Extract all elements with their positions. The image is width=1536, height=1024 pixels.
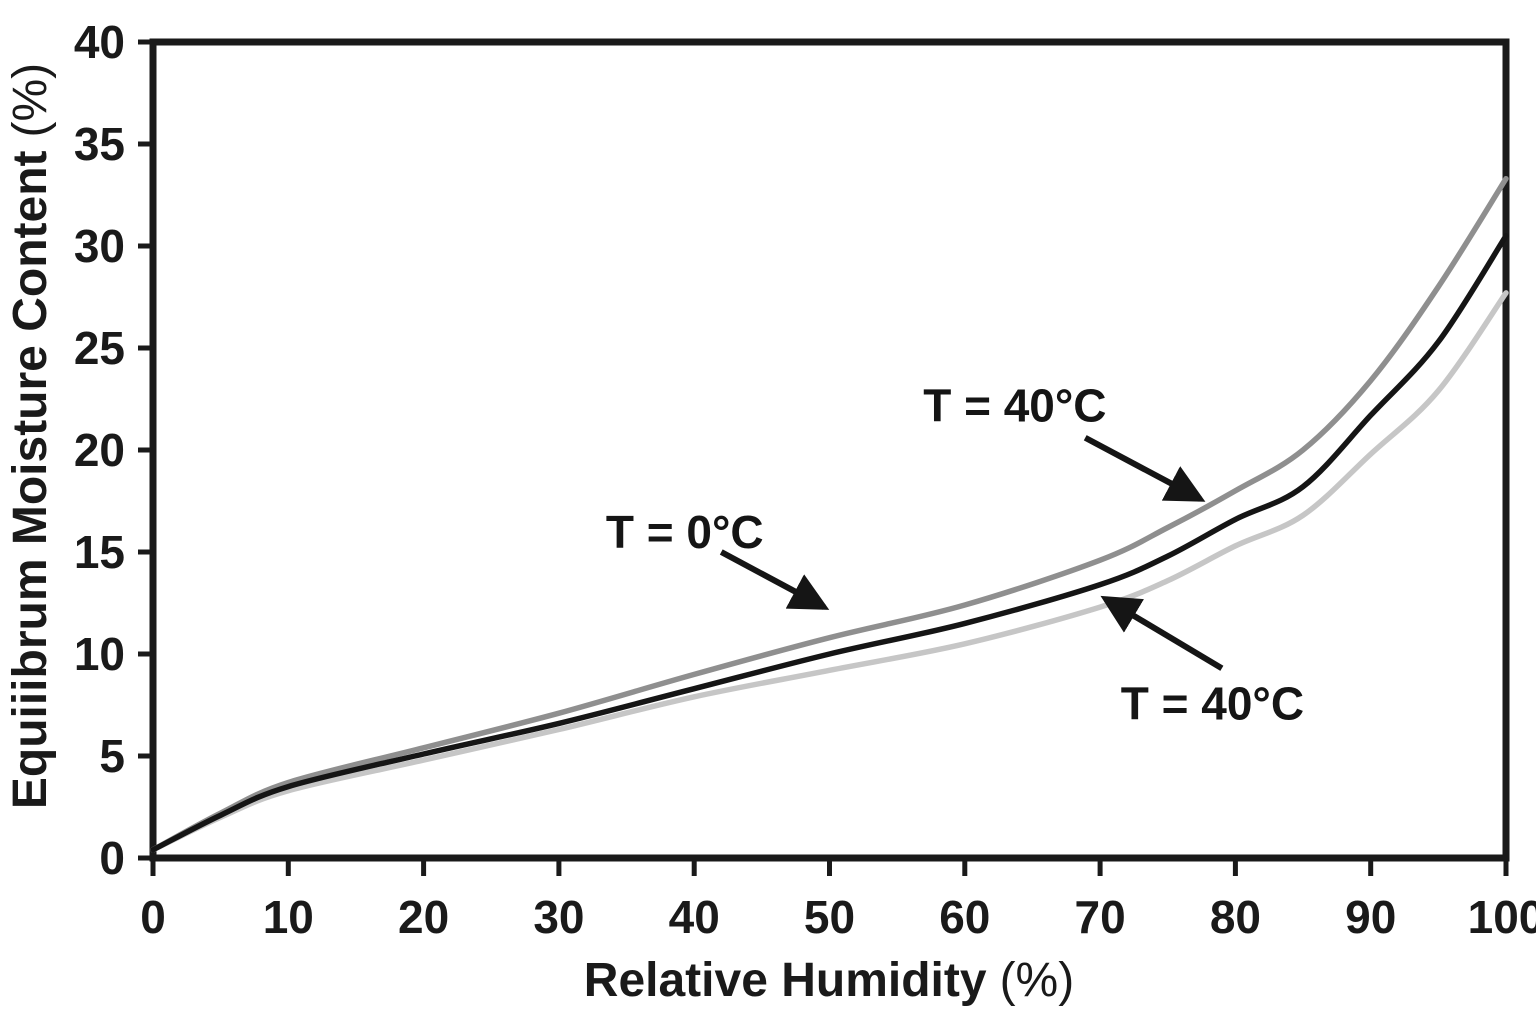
y-tick-label: 40 — [74, 16, 125, 68]
x-tick-label: 80 — [1210, 891, 1261, 943]
curve-t-40-c-upper-curve — [150, 175, 1509, 853]
x-tick-label: 70 — [1075, 891, 1126, 943]
annotation-label-0: T = 40°C — [923, 379, 1106, 431]
x-tick-label: 40 — [669, 891, 720, 943]
x-tick-label: 100 — [1468, 891, 1536, 943]
x-tick-label: 10 — [263, 891, 314, 943]
y-tick-label: 35 — [74, 118, 125, 170]
y-axis-title: Equiiibrum Moisture Content (%) — [4, 63, 57, 809]
annotation-arrow-2 — [1100, 595, 1224, 671]
x-axis-title-text: Relative Humidity — [584, 954, 987, 1007]
x-tick-label: 90 — [1345, 891, 1396, 943]
x-tick-label: 50 — [804, 891, 855, 943]
y-tick-label: 15 — [74, 526, 125, 578]
x-tick-label: 60 — [939, 891, 990, 943]
y-axis-title-text: Equiiibrum Moisture Content — [4, 150, 57, 809]
plot-content: 0 10 20 30 40 50 60 70 80 90 100 0 5 10 15 20 25 30 35 40 T … — [74, 16, 1536, 943]
x-tick-label: 20 — [398, 891, 449, 943]
y-tick-label: 10 — [74, 628, 125, 680]
y-tick-label: 25 — [74, 322, 125, 374]
x-tick-label: 30 — [533, 891, 584, 943]
annotation-arrow-1 — [719, 549, 830, 610]
x-tick-label: 0 — [140, 891, 166, 943]
y-tick-label: 5 — [99, 730, 125, 782]
y-axis-title-unit: (%) — [4, 63, 57, 138]
curve-t-0-c-middle-curve — [150, 233, 1509, 853]
y-tick-label: 20 — [74, 424, 125, 476]
annotation-label-2: T = 40°C — [1121, 677, 1304, 729]
curve-t-40-c-lower-curve — [150, 290, 1509, 853]
annotation-arrow-0 — [1083, 435, 1206, 502]
annotation-label-1: T = 0°C — [606, 506, 764, 558]
x-axis-title-unit: (%) — [1000, 954, 1075, 1007]
y-tick-label: 30 — [74, 220, 125, 272]
x-axis-title: Relative Humidity (%) — [584, 954, 1074, 1007]
y-tick-label: 0 — [99, 832, 125, 884]
